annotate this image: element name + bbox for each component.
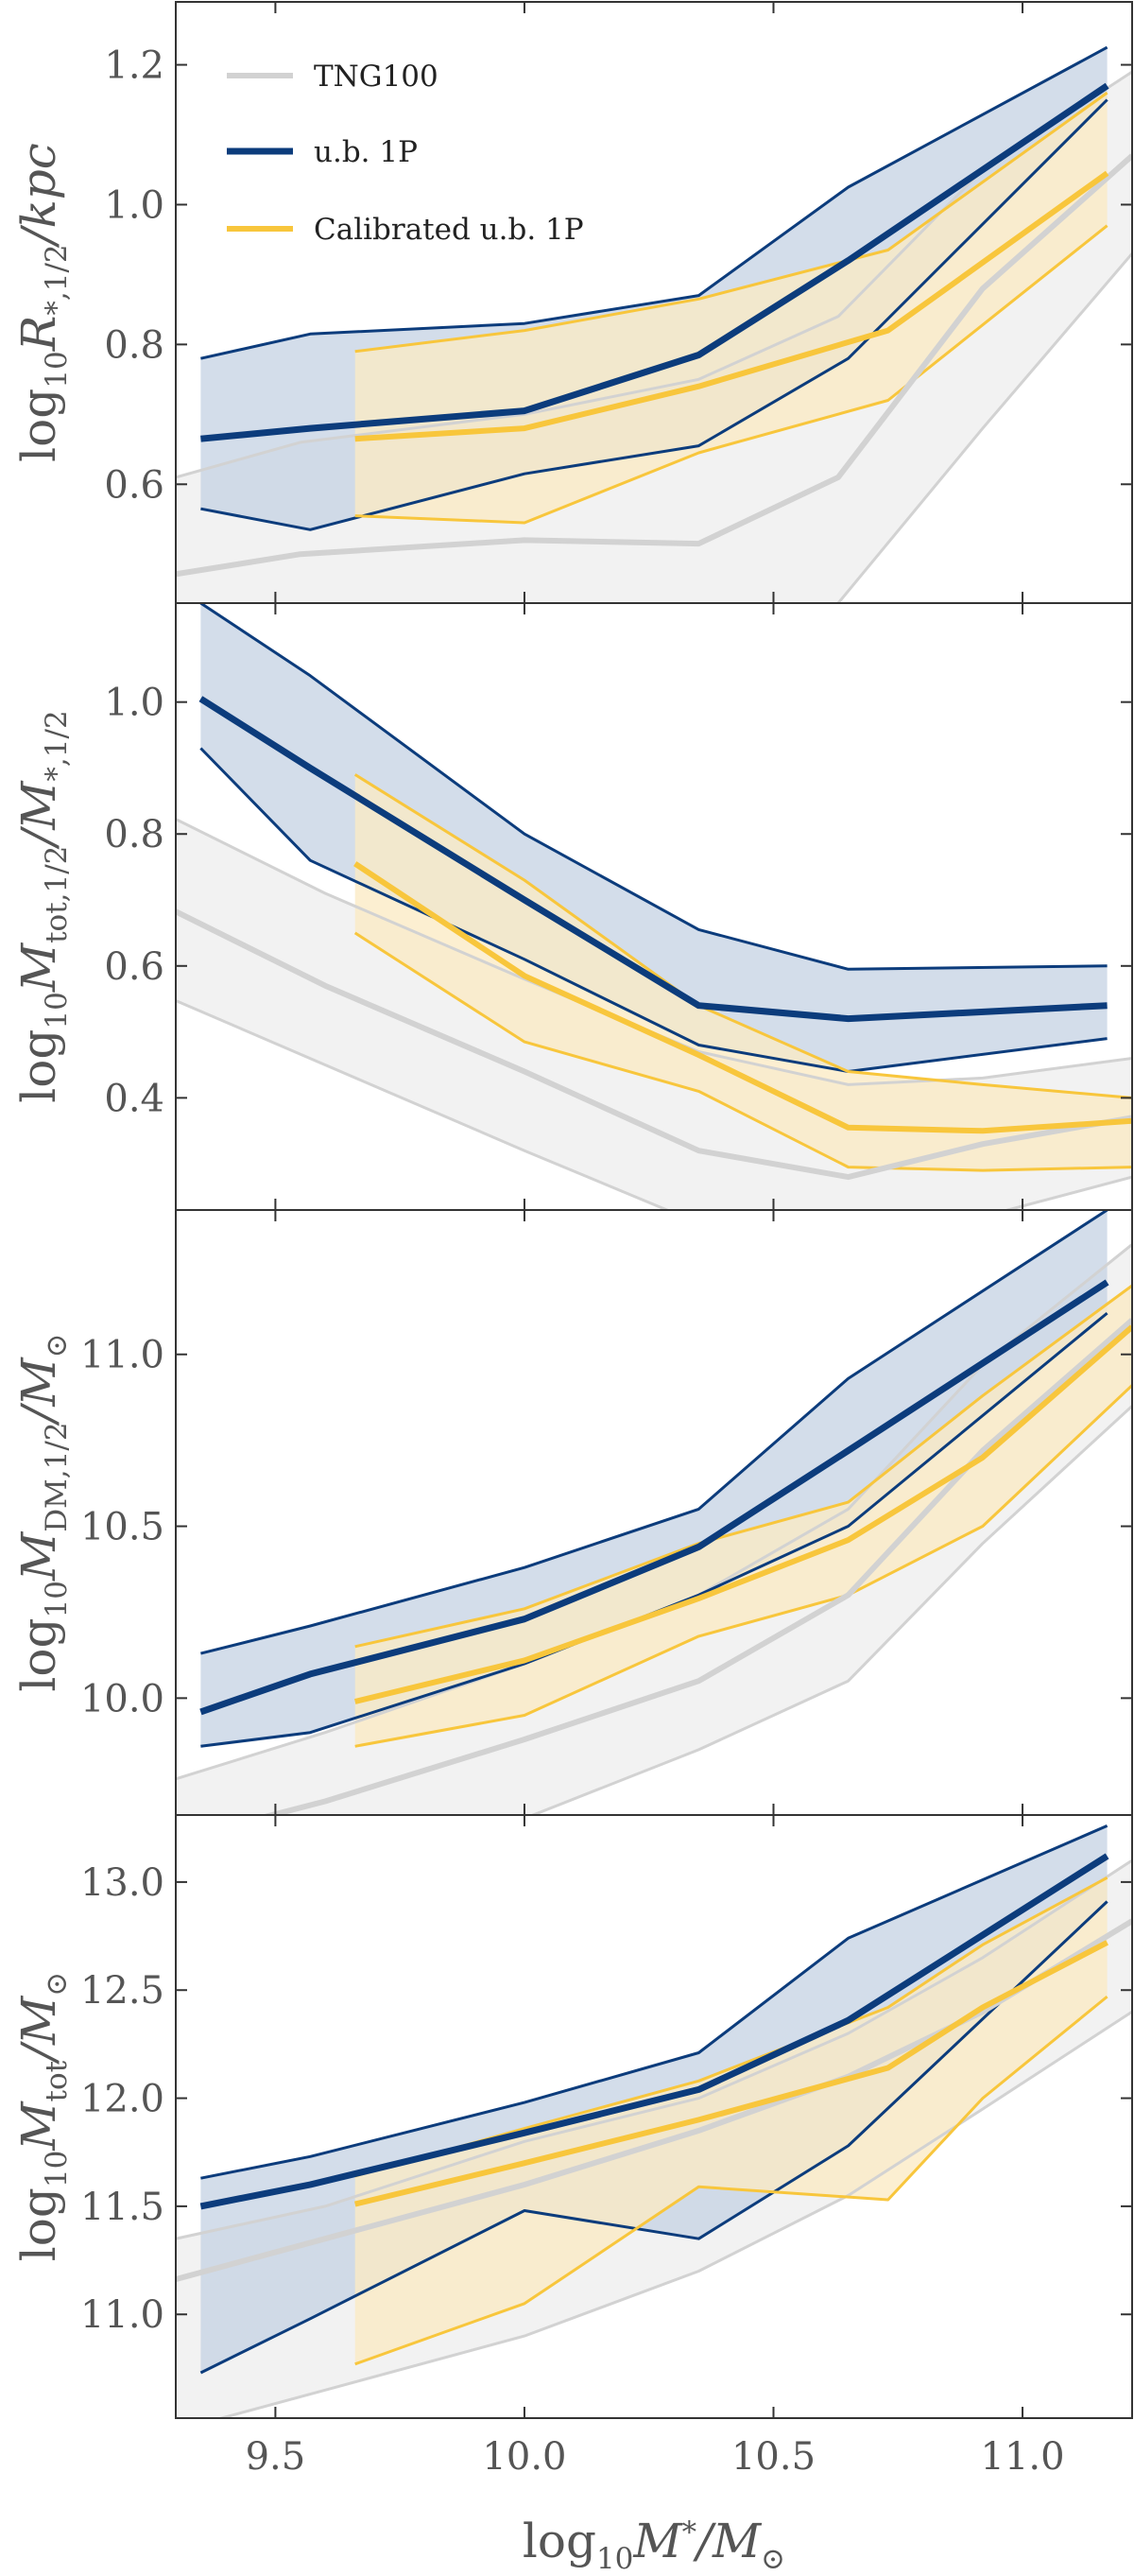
tng-median-line xyxy=(261,1318,1132,1815)
ub-median-line xyxy=(199,1279,1109,1716)
panel-3-ylabel: log10MDM,1/2/M⊙ xyxy=(11,1333,74,1691)
panel-1: 0.6 0.8 1.0 1.2 log10R*,1/2/kpc xyxy=(11,1,1133,604)
tng-upper-line xyxy=(176,1859,1132,2240)
ub-lower-line xyxy=(199,1900,1108,2375)
y-tick-label: 0.6 xyxy=(104,945,164,989)
y-tick-label: 11.0 xyxy=(80,2293,164,2337)
panel-2-ylabel: log10Mtot,1/2/M*,1/2 xyxy=(11,710,74,1102)
y-tick-label: 13.0 xyxy=(80,1861,164,1905)
legend-tng-label: TNG100 xyxy=(314,60,438,94)
panel-4-ylabel: log10Mtot/M⊙ xyxy=(11,1972,74,2261)
cal-upper-line xyxy=(354,91,1108,354)
legend-cal-label: Calibrated u.b. 1P xyxy=(314,213,584,247)
panel-2: 0.4 0.6 0.8 1.0 log10Mtot,1/2/M*,1/2 xyxy=(11,602,1133,1211)
y-tick-label: 12.0 xyxy=(80,2078,164,2121)
cal-upper-line xyxy=(353,773,1132,1099)
cal-lower-line xyxy=(353,931,1132,1172)
legend-ub-label: u.b. 1P xyxy=(314,135,418,169)
x-tick-label: 11.0 xyxy=(981,2435,1065,2479)
y-tick-label: 0.8 xyxy=(104,323,164,367)
panel-3-plot-area xyxy=(176,1210,1132,1815)
x-tick-label: 10.0 xyxy=(482,2435,566,2479)
ub-median-line xyxy=(199,1853,1109,2210)
tng-median-line xyxy=(176,908,1132,1181)
cal-median-line xyxy=(354,170,1109,442)
cal-upper-line xyxy=(354,1284,1132,1649)
cal-median-line xyxy=(353,861,1132,1134)
ub-upper-line xyxy=(200,1824,1108,2180)
y-tick-label: 10.0 xyxy=(80,1677,164,1720)
cal-lower-line xyxy=(354,224,1108,525)
ub-lower-line xyxy=(200,98,1108,531)
tng-median-line xyxy=(176,1918,1132,2283)
x-tick-label: 9.5 xyxy=(246,2435,306,2479)
cal-median-line xyxy=(353,1324,1132,1704)
cal-lower-line xyxy=(354,1995,1108,2366)
y-tick-label: 12.5 xyxy=(80,1969,164,2013)
ub-upper-line xyxy=(200,1210,1108,1655)
cal-lower-line xyxy=(354,1384,1132,1748)
panel-1-plot-area xyxy=(176,45,1132,603)
y-tick-label: 11.5 xyxy=(80,2186,164,2229)
y-tick-label: 0.8 xyxy=(104,813,164,856)
tng-lower-line xyxy=(215,2010,1132,2418)
panel-4-plot-area xyxy=(176,1824,1132,2418)
panel-1-ylabel: log10R*,1/2/kpc xyxy=(11,143,74,462)
panel-2-plot-area xyxy=(176,603,1132,1210)
y-tick-label: 1.2 xyxy=(104,44,164,88)
cal-band xyxy=(354,93,1108,523)
x-axis: 9.5 10.0 10.5 11.0 log10M*/M⊙ xyxy=(246,2435,1065,2576)
ub-lower-line xyxy=(199,747,1108,1073)
tng-lower-line xyxy=(835,252,1132,603)
y-tick-label: 0.4 xyxy=(104,1077,164,1120)
panels-layer: 0.6 0.8 1.0 1.2 log10R*,1/2/kpc 0.4 0.6 0.8 1.0 l… xyxy=(11,1,1133,2419)
y-tick-label: 1.0 xyxy=(104,183,164,227)
y-tick-label: 10.5 xyxy=(80,1506,164,1549)
tng-lower-line xyxy=(529,1405,1132,1815)
cal-band xyxy=(354,1286,1132,1747)
ub-median-line xyxy=(200,82,1109,442)
tng-lower-line xyxy=(176,998,1132,1210)
ub-upper-line xyxy=(200,45,1108,360)
panel-4: 11.0 11.5 12.0 12.5 13.0 log10Mtot/M⊙ xyxy=(11,1814,1133,2419)
legend: TNG100 u.b. 1P Calibrated u.b. 1P xyxy=(227,60,584,247)
ub-upper-line xyxy=(199,603,1108,971)
y-tick-label: 11.0 xyxy=(80,1334,164,1377)
panel-4-frame xyxy=(175,1814,1133,2419)
tng-median-line xyxy=(176,153,1132,578)
y-tick-label: 0.6 xyxy=(104,463,164,507)
ub-median-line xyxy=(198,696,1108,1023)
tng-upper-line xyxy=(176,817,1132,1086)
x-axis-label: log10M*/M⊙ xyxy=(523,2514,785,2576)
y-tick-label: 1.0 xyxy=(104,682,164,725)
ub-band xyxy=(200,1210,1108,1747)
x-tick-label: 10.5 xyxy=(731,2435,816,2479)
cal-median-line xyxy=(353,1940,1108,2207)
